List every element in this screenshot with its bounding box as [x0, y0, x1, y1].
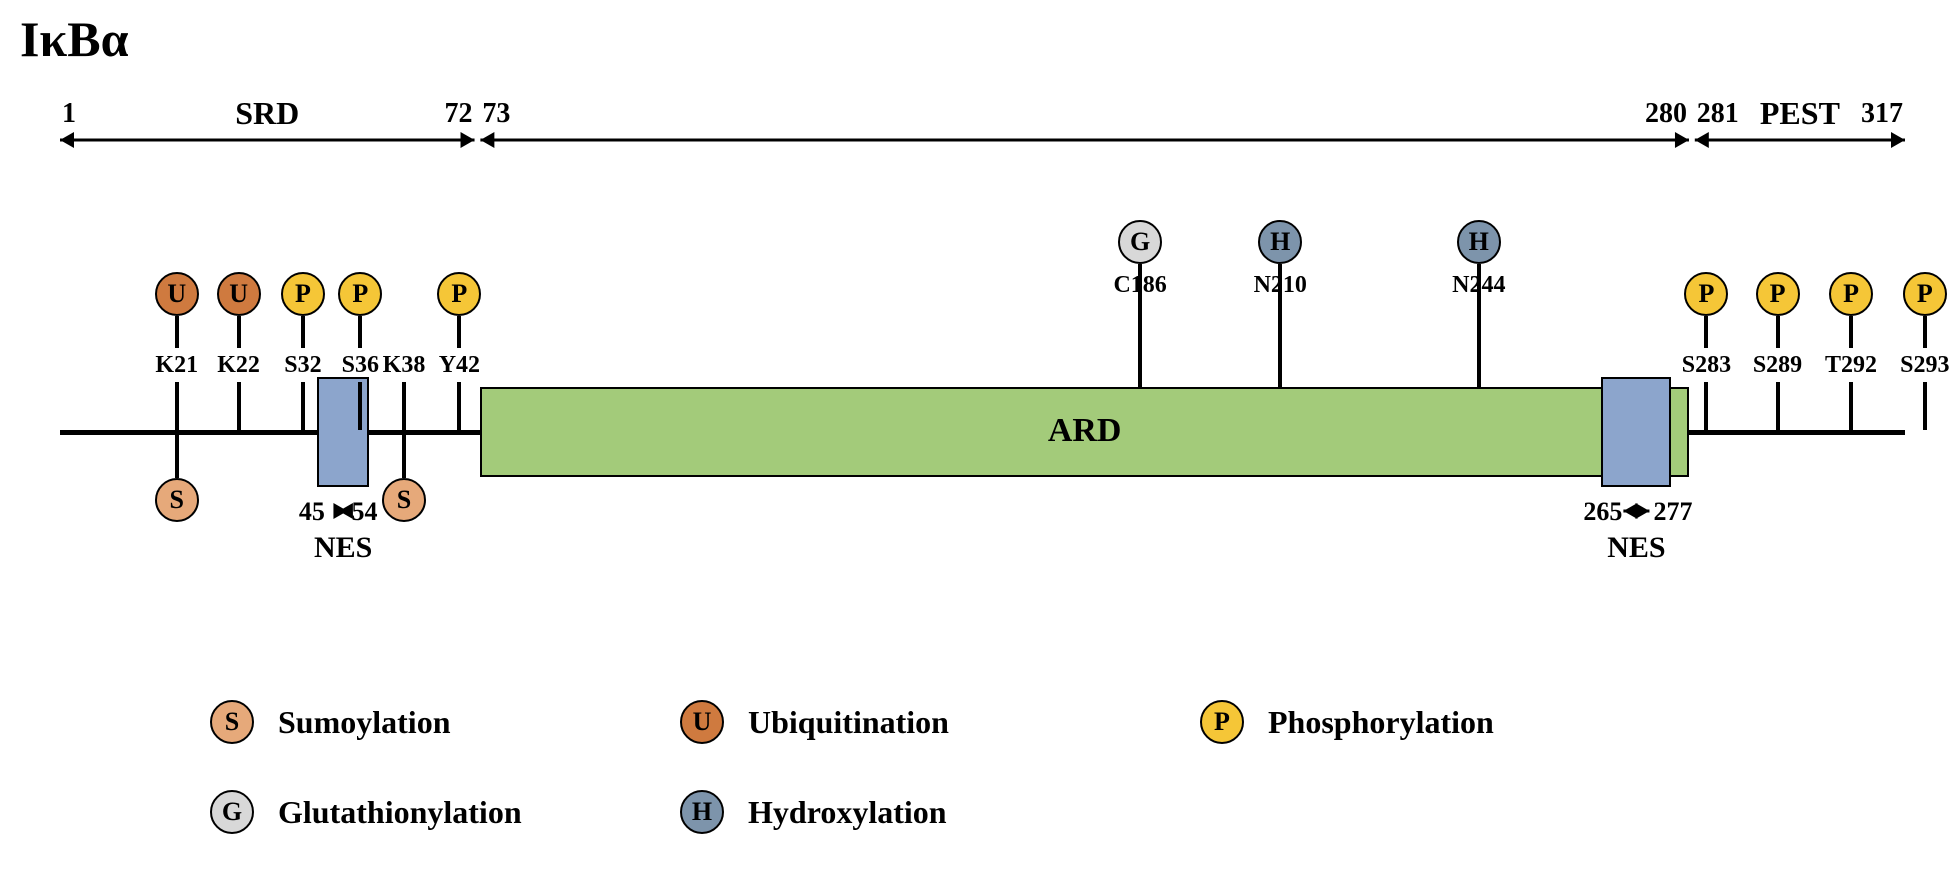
- ptm-marker-u: U: [155, 272, 199, 316]
- ptm-marker-p: P: [1903, 272, 1947, 316]
- ptm-marker-letter: H: [1270, 227, 1290, 257]
- ptm-stem: [1849, 382, 1853, 430]
- ptm-stem: [301, 316, 305, 348]
- ptm-stem: [1923, 316, 1927, 348]
- ptm-stem: [1704, 382, 1708, 430]
- ptm-stem: [237, 382, 241, 430]
- ptm-marker-g: G: [1118, 220, 1162, 264]
- legend-label: Sumoylation: [278, 704, 450, 741]
- ptm-stem: [402, 382, 406, 430]
- ptm-stem: [1776, 316, 1780, 348]
- ptm-stem: [358, 316, 362, 348]
- ptm-marker-p: P: [1829, 272, 1873, 316]
- ptm-stem: [1776, 382, 1780, 430]
- legend-label: Phosphorylation: [1268, 704, 1494, 741]
- domain-label-nes: NES: [1586, 531, 1686, 565]
- ptm-stem: [1849, 316, 1853, 348]
- legend-swatch-h: H: [680, 790, 724, 834]
- legend-swatch-g: G: [210, 790, 254, 834]
- legend-label: Hydroxylation: [748, 794, 947, 831]
- residue-label: N210: [1236, 272, 1324, 299]
- ptm-stem: [358, 382, 362, 430]
- ptm-marker-letter: G: [1130, 227, 1150, 257]
- ptm-stem: [175, 382, 179, 430]
- ptm-stem: [175, 435, 179, 478]
- residue-label: N244: [1435, 272, 1523, 299]
- ptm-stem: [1923, 382, 1927, 430]
- ptm-marker-h: H: [1457, 220, 1501, 264]
- ptm-stem: [457, 316, 461, 348]
- ptm-stem: [301, 382, 305, 430]
- range-arrow: [0, 0, 1955, 875]
- ptm-marker-letter: H: [1469, 227, 1489, 257]
- legend-swatch-s: S: [210, 700, 254, 744]
- legend-label: Glutathionylation: [278, 794, 522, 831]
- ptm-marker-p: P: [1756, 272, 1800, 316]
- legend-label: Ubiquitination: [748, 704, 949, 741]
- ptm-marker-p: P: [281, 272, 325, 316]
- ptm-stem: [175, 316, 179, 348]
- legend-swatch-p: P: [1200, 700, 1244, 744]
- ptm-stem: [457, 382, 461, 430]
- residue-label: C186: [1096, 272, 1184, 299]
- ptm-marker-s: S: [155, 478, 199, 522]
- ptm-stem: [1704, 316, 1708, 348]
- ptm-marker-u: U: [217, 272, 261, 316]
- residue-label: S293: [1887, 352, 1955, 379]
- legend-swatch-u: U: [680, 700, 724, 744]
- ptm-stem: [237, 316, 241, 348]
- residue-label: K38: [366, 352, 442, 379]
- residue-label: S289: [1740, 352, 1816, 379]
- ptm-marker-s: S: [382, 478, 426, 522]
- residue-label: S283: [1668, 352, 1744, 379]
- ptm-marker-h: H: [1258, 220, 1302, 264]
- residue-label: T292: [1813, 352, 1889, 379]
- ptm-stem: [402, 435, 406, 478]
